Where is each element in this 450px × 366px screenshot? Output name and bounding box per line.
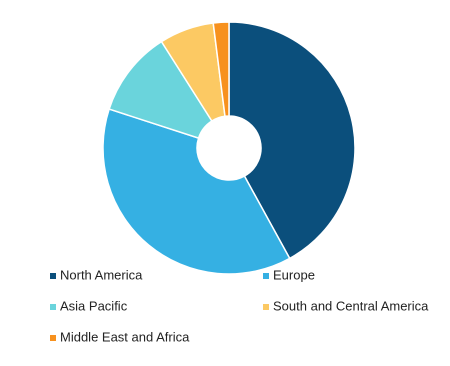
legend-marker [50,304,56,310]
donut-slice [228,21,356,260]
donut-slice [108,40,213,140]
legend-label: Asia Pacific [60,298,128,313]
legend-label: Middle East and Africa [60,329,190,344]
legend-label: South and Central America [273,298,429,313]
legend-marker [263,273,269,279]
donut-slice [212,21,230,118]
legend-marker [50,335,56,341]
legend-marker [263,304,269,310]
donut-slice [102,108,291,275]
legend-marker [50,273,56,279]
legend-label: North America [60,267,143,282]
legend-label: Europe [273,267,315,282]
